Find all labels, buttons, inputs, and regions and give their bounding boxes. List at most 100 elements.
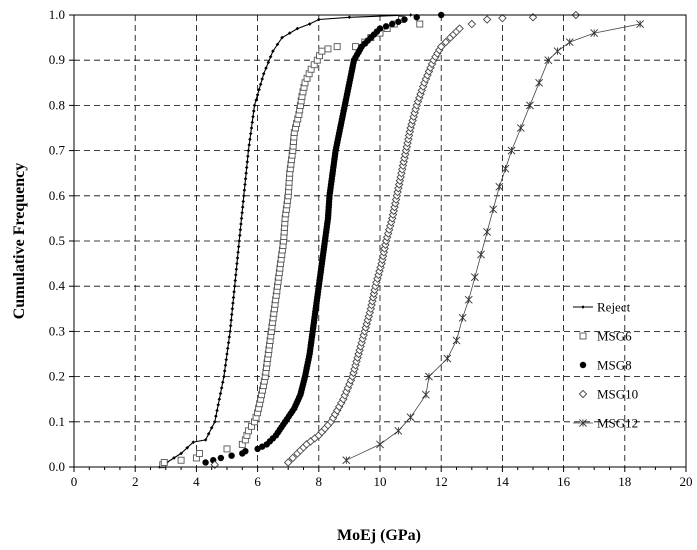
data-point [222, 369, 227, 373]
data-point [244, 165, 249, 170]
data-point [324, 45, 332, 53]
data-point [196, 449, 203, 457]
data-point [581, 305, 585, 309]
series-msg12 [342, 20, 645, 465]
data-point [275, 42, 280, 47]
data-point [252, 103, 257, 108]
data-point [218, 391, 223, 396]
data-point [244, 171, 248, 175]
data-point [477, 250, 485, 259]
x-axis-title: MoEj (GPa) [337, 527, 421, 544]
data-point [232, 284, 237, 288]
data-point [251, 109, 256, 113]
x-tick-label: 10 [374, 474, 387, 489]
legend-item-msg12: MSG12 [573, 416, 638, 431]
data-point [260, 77, 264, 81]
data-point [288, 453, 298, 463]
legend-item-msg6: MSG6 [579, 329, 632, 344]
data-point [240, 205, 245, 209]
data-point [223, 363, 228, 368]
data-point [342, 456, 351, 465]
data-point [498, 13, 507, 23]
data-point [217, 454, 225, 462]
data-point [223, 445, 231, 453]
data-point [227, 335, 232, 339]
data-point [234, 267, 239, 272]
legend-item-msg8: MSG8 [579, 358, 632, 373]
x-tick-label: 0 [71, 474, 78, 489]
data-point [526, 101, 534, 110]
y-axis-title: Cumulative Frequency [11, 163, 28, 320]
axis-ticks: 0 2 4 6 8 10 12 14 16 18 20 0.0 0.1 0.2 0.3 0.4 0.5 0.6 0.… [49, 7, 693, 489]
data-point [257, 87, 261, 92]
grid-lines [74, 15, 686, 467]
data-point [401, 16, 408, 23]
data-point [240, 210, 244, 215]
data-point [495, 182, 504, 191]
data-point [482, 15, 492, 24]
data-point [544, 56, 553, 65]
data-point [590, 29, 599, 37]
y-tick-label: 0.7 [49, 143, 66, 158]
data-point [206, 432, 211, 436]
data-point [318, 47, 326, 55]
data-point [237, 239, 242, 243]
data-point [236, 250, 240, 255]
data-point [394, 426, 403, 435]
legend-label: Reject [597, 300, 631, 315]
data-point [376, 25, 384, 32]
data-point [245, 160, 250, 164]
data-point [283, 458, 293, 467]
data-point [179, 451, 183, 456]
data-point [425, 372, 433, 381]
data-point [235, 261, 239, 266]
data-point [232, 290, 236, 294]
data-point [243, 182, 247, 187]
data-point [421, 390, 430, 399]
data-point [191, 440, 196, 444]
data-point [347, 15, 352, 20]
data-point [236, 244, 241, 249]
data-point [226, 340, 231, 345]
data-point [177, 456, 185, 464]
data-point [251, 114, 255, 119]
legend-label: MSG6 [597, 329, 632, 344]
data-point [233, 278, 238, 283]
data-point [209, 426, 214, 430]
data-point [248, 137, 252, 142]
data-point [222, 374, 226, 379]
data-point [268, 55, 273, 59]
y-tick-label: 0.8 [49, 97, 65, 112]
data-point [307, 22, 312, 26]
series-msg8 [202, 11, 445, 466]
data-point [231, 295, 236, 300]
x-tick-label: 16 [557, 474, 571, 489]
data-point [382, 23, 390, 30]
data-point [416, 20, 424, 28]
legend-label: MSG12 [597, 416, 638, 431]
data-point [228, 329, 232, 334]
data-point [224, 357, 229, 362]
x-tick-label: 4 [193, 474, 200, 489]
data-point [255, 93, 260, 97]
data-point [443, 354, 452, 363]
y-tick-label: 0.0 [49, 459, 65, 474]
data-point [389, 20, 396, 28]
data-point [436, 42, 446, 51]
data-point [247, 143, 251, 147]
legend-label: MSG10 [597, 387, 638, 402]
data-point [243, 177, 248, 181]
data-point [395, 18, 402, 25]
data-point [261, 71, 266, 76]
data-point [238, 233, 242, 238]
y-tick-label: 0.6 [49, 188, 66, 203]
data-point [501, 164, 510, 173]
data-point [467, 19, 477, 29]
data-point [246, 154, 250, 159]
x-tick-label: 18 [618, 474, 631, 489]
x-tick-label: 12 [435, 474, 448, 489]
data-point [239, 222, 243, 226]
x-tick-label: 20 [680, 474, 693, 489]
data-point [219, 386, 224, 390]
x-tick-label: 2 [132, 474, 139, 489]
